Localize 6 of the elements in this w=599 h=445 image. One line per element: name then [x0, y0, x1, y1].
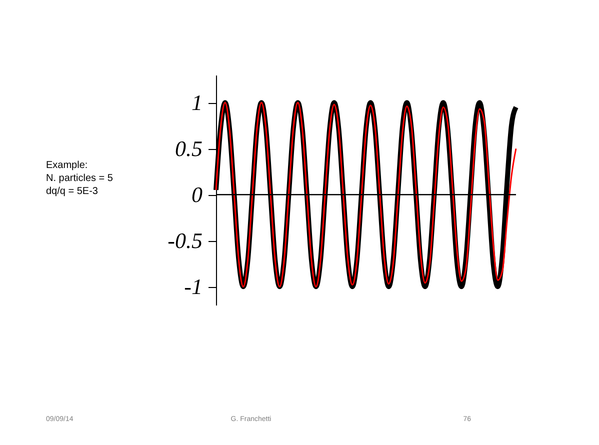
y-tick-label: 0: [192, 182, 202, 208]
y-tick-label: -1: [184, 274, 202, 300]
y-tick-label: -0.5: [168, 228, 202, 254]
y-tick-label: 1: [192, 90, 202, 116]
y-tick-label: 0.5: [175, 136, 202, 162]
text: Example: N. particles = 5 dq/q = 5E-3: [46, 160, 114, 197]
